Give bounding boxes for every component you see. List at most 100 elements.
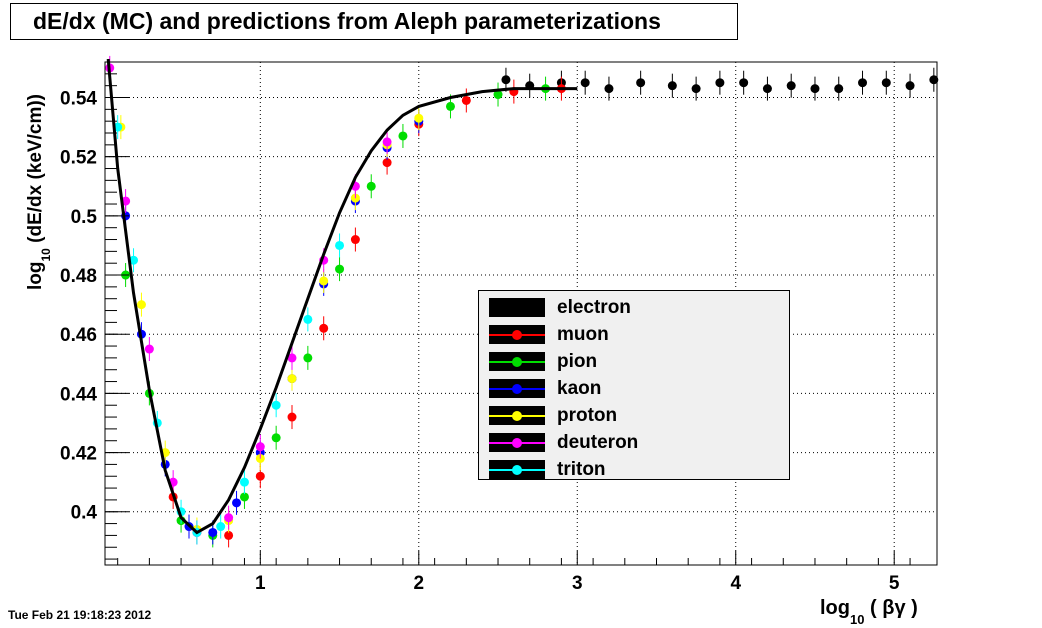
legend-swatch-kaon <box>489 379 545 398</box>
legend-label-proton: proton <box>557 405 618 426</box>
y-tick-label: 0.48 <box>60 266 97 287</box>
x-tick-label: 1 <box>255 573 266 594</box>
series-triton <box>113 115 345 545</box>
data-point-deuteron <box>382 137 392 147</box>
data-point-muon <box>255 471 265 481</box>
data-point-muon <box>461 95 471 105</box>
data-point-triton <box>129 255 139 265</box>
data-point-electron <box>905 81 915 91</box>
y-axis-label-rest: (dE/dx (keV/cm)) <box>25 94 46 248</box>
data-point-electron <box>636 78 646 88</box>
legend-entry-muon: muon <box>489 321 779 348</box>
legend-swatch-pion <box>489 352 545 371</box>
series-kaon <box>121 109 424 545</box>
data-point-electron <box>834 84 844 94</box>
timestamp: Tue Feb 21 19:18:23 2012 <box>8 608 152 622</box>
data-point-proton <box>319 276 329 286</box>
data-point-deuteron <box>144 344 154 354</box>
legend-entry-triton: triton <box>489 456 779 483</box>
data-point-deuteron <box>287 353 297 363</box>
x-axis-label: log10 ( βγ ) <box>820 597 918 627</box>
x-tick-label: 4 <box>730 573 741 594</box>
data-point-pion <box>398 131 408 141</box>
y-axis-label-main: log <box>25 262 46 291</box>
data-point-muon <box>224 530 234 540</box>
data-point-electron <box>501 75 511 85</box>
x-tick-label: 5 <box>889 573 900 594</box>
legend-marker-pion <box>512 357 522 367</box>
data-point-muon <box>350 235 360 245</box>
data-point-electron <box>786 81 796 91</box>
legend-swatch-deuteron <box>489 433 545 452</box>
legend-label-kaon: kaon <box>557 378 602 399</box>
data-point-proton <box>287 374 297 384</box>
data-point-proton <box>136 300 146 310</box>
data-point-pion <box>239 492 249 502</box>
chart-title: dE/dx (MC) and predictions from Aleph pa… <box>10 3 738 40</box>
legend-label-muon: muon <box>557 324 609 345</box>
x-tick-label: 2 <box>413 573 424 594</box>
parameterization-line <box>106 58 578 535</box>
legend-swatch-triton <box>489 460 545 479</box>
data-point-electron <box>604 84 614 94</box>
y-tick-label: 0.44 <box>60 384 97 405</box>
data-point-kaon <box>208 527 218 537</box>
legend-marker-muon <box>512 330 522 340</box>
data-point-kaon <box>232 498 242 508</box>
data-point-pion <box>303 353 313 363</box>
data-point-pion <box>445 101 455 111</box>
legend-label-electron: electron <box>557 297 631 318</box>
y-tick-label: 0.5 <box>71 207 98 228</box>
data-point-triton <box>271 400 281 410</box>
y-axis-label-sub: 10 <box>39 248 53 262</box>
y-tick-label: 0.46 <box>60 325 97 346</box>
legend-label-pion: pion <box>557 351 598 372</box>
data-point-muon <box>319 323 329 333</box>
data-point-pion <box>493 90 503 100</box>
legend-marker-kaon <box>512 384 522 394</box>
data-point-pion <box>335 264 345 274</box>
plot-frame <box>104 61 938 566</box>
series-deuteron <box>105 55 392 545</box>
series-electron <box>501 67 939 101</box>
data-point-pion <box>366 181 376 191</box>
data-point-muon <box>287 412 297 422</box>
legend-swatch-muon <box>489 325 545 344</box>
axes: 1 2 3 4 5 0.4 0.42 0.44 0.46 0.48 0.5 0.52 0.54 <box>60 73 911 594</box>
data-point-electron <box>667 81 677 91</box>
data-point-proton <box>414 113 424 123</box>
legend-label-deuteron: deuteron <box>557 432 639 453</box>
x-axis-label-sub: 10 <box>850 612 864 627</box>
y-tick-label: 0.4 <box>71 503 98 524</box>
data-point-triton <box>335 240 345 250</box>
x-tick-label: 3 <box>572 573 583 594</box>
legend-entry-pion: pion <box>489 348 779 375</box>
data-point-electron <box>881 78 891 88</box>
y-tick-label: 0.42 <box>60 444 97 465</box>
legend-marker-proton <box>512 411 522 421</box>
data-point-electron <box>580 78 590 88</box>
legend-entry-electron: electron <box>489 294 779 321</box>
data-point-muon <box>382 158 392 168</box>
data-point-electron <box>691 84 701 94</box>
legend-entry-kaon: kaon <box>489 375 779 402</box>
data-point-electron <box>858 78 868 88</box>
parameterization-curve <box>106 58 578 535</box>
x-axis-label-arg: ( βγ ) <box>864 597 917 619</box>
legend-marker-triton <box>512 465 522 475</box>
data-point-electron <box>810 84 820 94</box>
legend-marker-deuteron <box>512 438 522 448</box>
data-point-electron <box>929 75 939 85</box>
series-proton <box>116 106 424 542</box>
legend-label-triton: triton <box>557 459 606 480</box>
data-point-triton <box>216 522 226 532</box>
y-tick-label: 0.54 <box>60 89 97 110</box>
legend-entry-deuteron: deuteron <box>489 429 779 456</box>
data-point-electron <box>739 78 749 88</box>
legend: electron muon pion kaon proton deuteron triton <box>478 290 790 480</box>
legend-entry-proton: proton <box>489 402 779 429</box>
data-point-pion <box>271 433 281 443</box>
data-point-triton <box>239 477 249 487</box>
data-point-triton <box>303 314 313 324</box>
